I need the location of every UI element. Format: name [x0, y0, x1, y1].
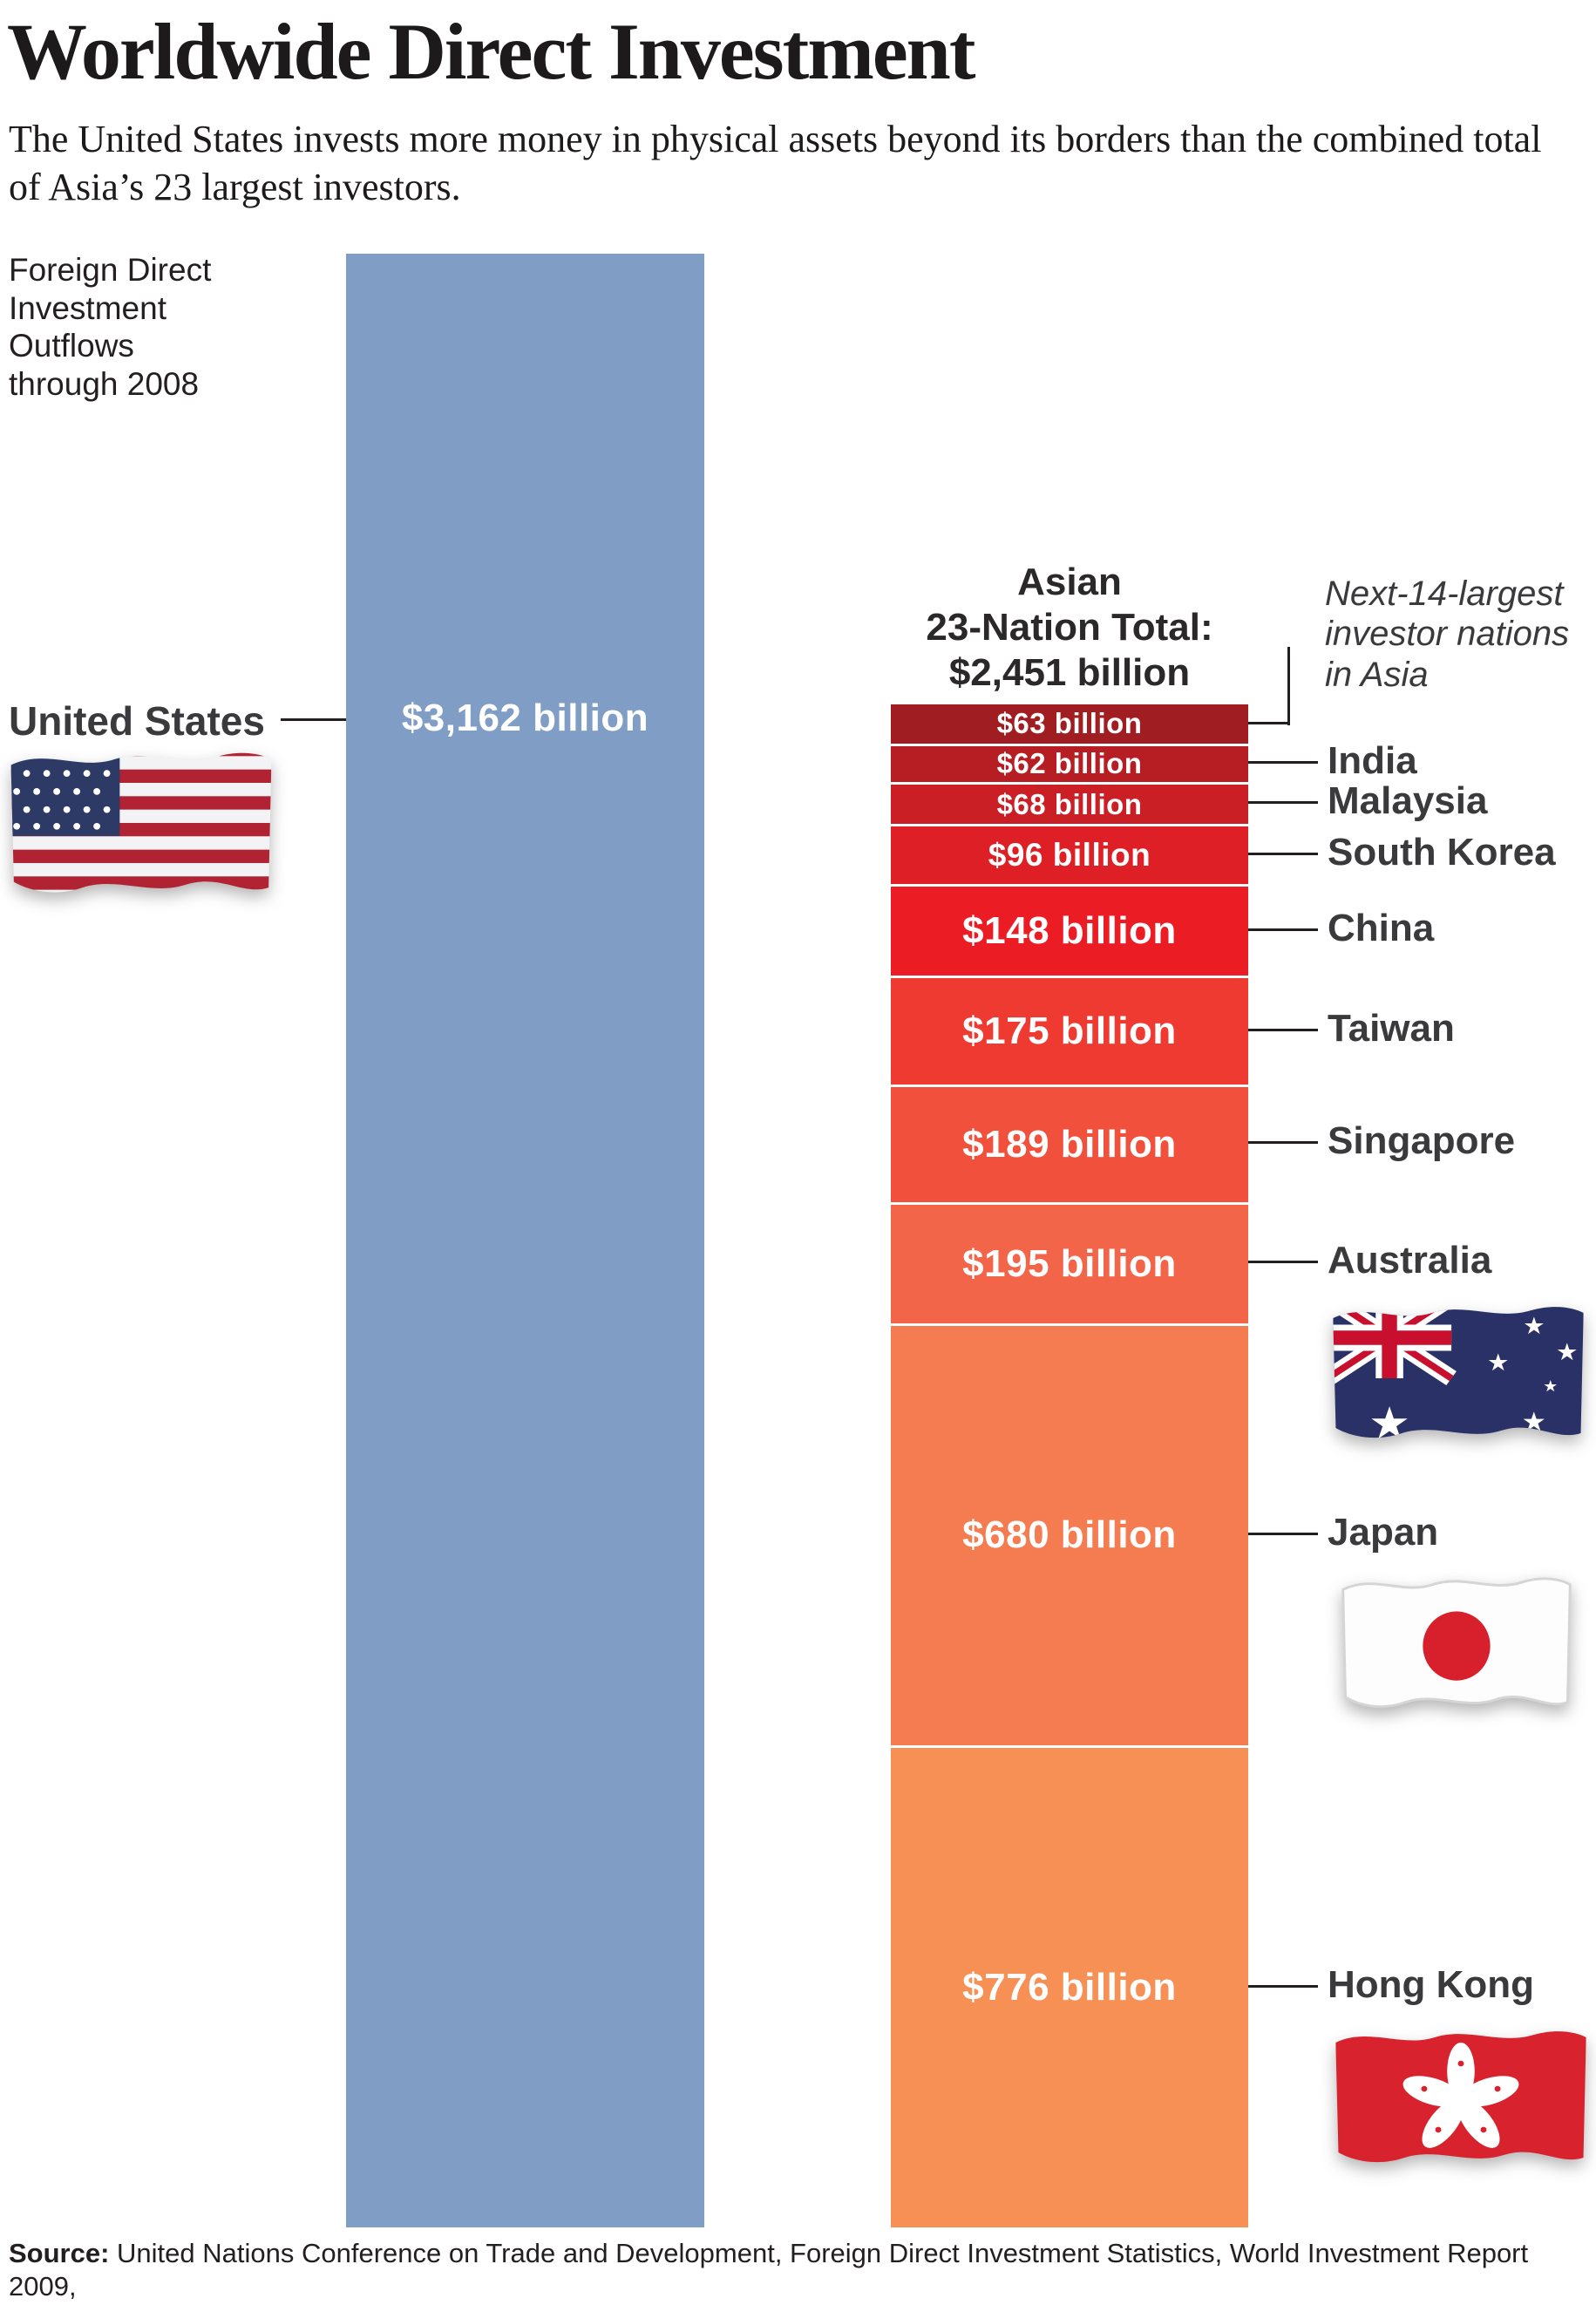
- svg-text:★: ★: [1556, 1338, 1578, 1366]
- asia-segment-singapore: $189 billion: [891, 1084, 1248, 1202]
- asia-segment-taiwan: $175 billion: [891, 976, 1248, 1085]
- us-connector-line: [281, 718, 346, 721]
- axis-note: Foreign Direct Investment Outflows throu…: [9, 252, 212, 402]
- us-bar-value: $3,162 billion: [401, 697, 649, 739]
- country-label-australia: Australia: [1328, 1239, 1492, 1282]
- us-bar-label: United States: [9, 698, 265, 744]
- country-label-japan: Japan: [1328, 1510, 1439, 1554]
- us-flag-icon: [10, 752, 272, 893]
- next14-connector-v: [1287, 647, 1290, 726]
- svg-text:★: ★: [1487, 1349, 1509, 1377]
- source-body: United Nations Conference on Trade and D…: [9, 2238, 1529, 2302]
- segment-value: $62 billion: [996, 747, 1143, 780]
- connector-line-south-korea: [1248, 852, 1318, 855]
- asia-header-line3: $2,451 billion: [948, 650, 1191, 694]
- country-label-hong-kong: Hong Kong: [1328, 1962, 1535, 2006]
- country-label-singapore: Singapore: [1328, 1119, 1516, 1163]
- svg-text:★: ★: [1543, 1378, 1558, 1396]
- asia-segment-australia: $195 billion: [891, 1201, 1248, 1323]
- source-note: Source: United Nations Conference on Tra…: [9, 2237, 1591, 2305]
- asia-header-line2: 23-Nation Total:: [926, 605, 1213, 649]
- country-label-malaysia: Malaysia: [1328, 779, 1488, 823]
- country-label-taiwan: Taiwan: [1328, 1006, 1455, 1050]
- connector-line-australia: [1248, 1261, 1318, 1264]
- asia-segment-china: $148 billion: [891, 883, 1248, 976]
- asia-segment-malaysia: $68 billion: [891, 782, 1248, 825]
- svg-text:★: ★: [1523, 1312, 1545, 1340]
- segment-value: $776 billion: [962, 1965, 1177, 2009]
- next14-note: Next-14-largest investor nations in Asia: [1325, 575, 1570, 694]
- segment-value: $96 billion: [988, 837, 1151, 874]
- segment-value: $195 billion: [962, 1241, 1177, 1285]
- us-bar: $3,162 billion: [346, 254, 704, 2227]
- hongkong-flag-icon: [1335, 2030, 1586, 2162]
- asia-segment-japan: $680 billion: [891, 1322, 1248, 1746]
- country-label-china: China: [1328, 906, 1435, 949]
- segment-value: $175 billion: [962, 1010, 1177, 1053]
- connector-line-hong-kong: [1248, 1984, 1318, 1988]
- connector-line-taiwan: [1248, 1028, 1318, 1031]
- connector-line-singapore: [1248, 1141, 1318, 1145]
- svg-text:★: ★: [1522, 1407, 1546, 1438]
- asia-segment-hong-kong: $776 billion: [891, 1745, 1248, 2227]
- asia-segment-next14: $63 billion: [891, 704, 1248, 744]
- japan-flag-icon: [1341, 1577, 1572, 1708]
- connector-line-india: [1248, 760, 1318, 764]
- connector-line-malaysia: [1248, 801, 1318, 805]
- country-label-india: India: [1328, 738, 1417, 782]
- segment-value: $189 billion: [962, 1122, 1177, 1166]
- asia-header-line1: Asian: [1017, 561, 1122, 603]
- page-subtitle: The United States invests more money in …: [9, 118, 1542, 209]
- segment-value: $148 billion: [962, 909, 1177, 953]
- asia-segment-south-korea: $96 billion: [891, 824, 1248, 884]
- source-prefix: Source:: [9, 2238, 110, 2268]
- asia-stack: $63 billion $62 billion $68 billion $96 bil…: [891, 704, 1248, 2227]
- svg-text:★: ★: [1368, 1397, 1410, 1449]
- australia-flag-icon: ★ ★ ★ ★ ★ ★: [1333, 1307, 1584, 1449]
- segment-value: $63 billion: [996, 707, 1143, 740]
- asia-total-header: Asian 23-Nation Total: $2,451 billion: [891, 560, 1248, 696]
- next14-connector-h: [1248, 722, 1290, 725]
- connector-line-china: [1248, 928, 1318, 931]
- asia-segment-india: $62 billion: [891, 743, 1248, 783]
- segment-value: $68 billion: [996, 787, 1143, 820]
- segment-value: $680 billion: [962, 1513, 1177, 1557]
- country-label-south-korea: South Korea: [1328, 830, 1556, 874]
- page-title: Worldwide Direct Investment: [7, 7, 975, 96]
- connector-line-japan: [1248, 1532, 1318, 1535]
